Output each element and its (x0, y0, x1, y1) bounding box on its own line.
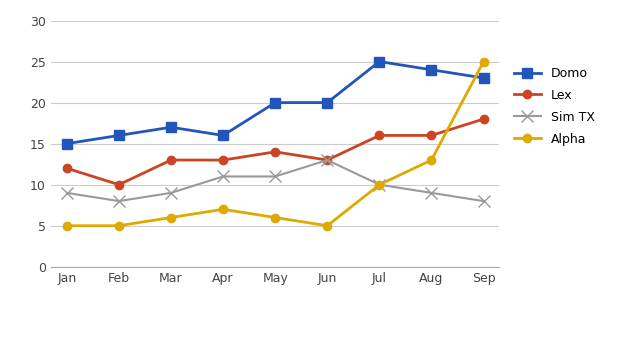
Domo (376, 60, 383, 64)
Lex (63, 166, 70, 170)
Line: Sim TX: Sim TX (61, 155, 489, 207)
Alpha (428, 158, 435, 162)
Lex (271, 150, 279, 154)
Alpha (271, 215, 279, 220)
Sim TX (220, 174, 227, 179)
Sim TX (115, 199, 123, 203)
Line: Alpha: Alpha (63, 57, 488, 230)
Domo (167, 125, 175, 129)
Domo (115, 133, 123, 137)
Alpha (323, 224, 331, 228)
Sim TX (428, 191, 435, 195)
Domo (428, 68, 435, 72)
Domo (480, 76, 488, 80)
Alpha (63, 224, 70, 228)
Domo (323, 101, 331, 105)
Legend: Domo, Lex, Sim TX, Alpha: Domo, Lex, Sim TX, Alpha (510, 64, 599, 149)
Lex (323, 158, 331, 162)
Domo (63, 142, 70, 146)
Alpha (220, 207, 227, 211)
Sim TX (480, 199, 488, 203)
Sim TX (167, 191, 175, 195)
Domo (271, 101, 279, 105)
Lex (376, 133, 383, 137)
Lex (220, 158, 227, 162)
Line: Lex: Lex (63, 115, 488, 189)
Lex (115, 183, 123, 187)
Alpha (480, 60, 488, 64)
Sim TX (63, 191, 70, 195)
Domo (220, 133, 227, 137)
Sim TX (323, 158, 331, 162)
Alpha (376, 183, 383, 187)
Alpha (115, 224, 123, 228)
Sim TX (376, 183, 383, 187)
Line: Domo: Domo (62, 57, 488, 148)
Lex (480, 117, 488, 121)
Lex (167, 158, 175, 162)
Lex (428, 133, 435, 137)
Alpha (167, 215, 175, 220)
Sim TX (271, 174, 279, 179)
